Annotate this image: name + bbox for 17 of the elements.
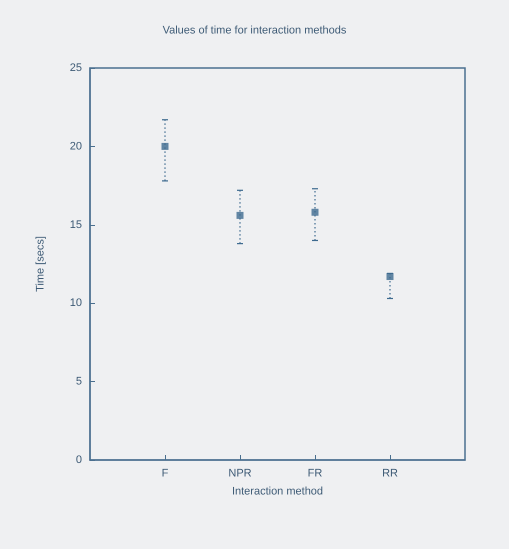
point <box>162 142 168 150</box>
y-tick-label: 25 <box>70 62 82 74</box>
y-tick-label: 15 <box>70 218 82 231</box>
y-tick-label: 5 <box>76 376 82 388</box>
x-tick-label: NPR <box>228 468 252 480</box>
y-tick-label: 10 <box>70 297 82 310</box>
point <box>312 208 318 216</box>
x-tick-label: F <box>162 468 169 480</box>
chart-title: Values of time for interaction methods <box>162 24 347 36</box>
point <box>386 273 394 280</box>
x-tick-label: RR <box>382 468 398 480</box>
x-tick-label: FR <box>308 468 322 480</box>
point <box>236 212 244 219</box>
y-tick-label: 20 <box>70 140 82 152</box>
x-axis-title: Interaction method <box>232 486 324 498</box>
y-axis-title: Time [secs] <box>34 236 46 292</box>
y-tick-label: 0 <box>76 454 82 466</box>
